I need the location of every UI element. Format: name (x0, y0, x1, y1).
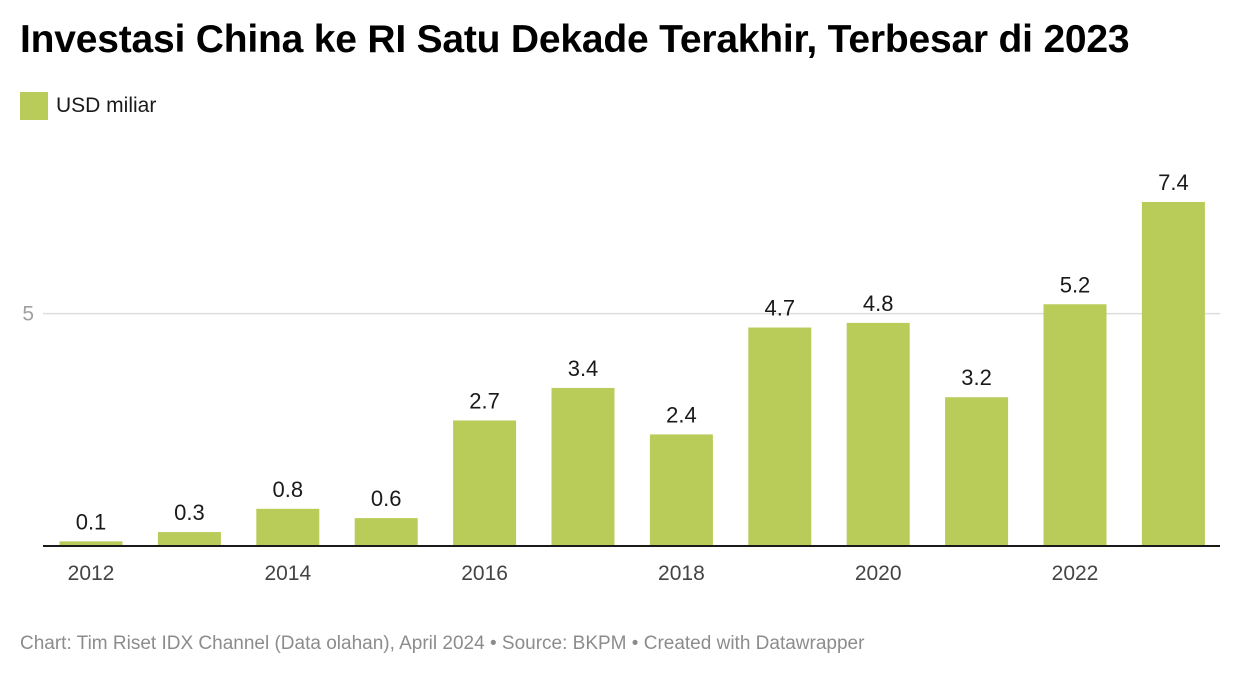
data-label: 7.4 (1158, 170, 1189, 195)
footer-separator: • (489, 633, 497, 654)
chart-title: Investasi China ke RI Satu Dekade Terakh… (20, 18, 1130, 61)
x-tick-label: 2012 (68, 562, 115, 585)
footer-tool: Created with Datawrapper (643, 633, 865, 654)
data-label: 2.7 (469, 388, 500, 413)
legend: USD miliar (20, 92, 156, 120)
bar (945, 397, 1009, 546)
data-label: 2.4 (666, 402, 697, 427)
data-label: 4.8 (863, 291, 894, 316)
data-label: 4.7 (765, 296, 796, 321)
bar (59, 541, 123, 546)
data-label: 0.3 (174, 500, 205, 525)
bar (157, 532, 221, 546)
bar (453, 420, 517, 546)
bar (256, 508, 320, 546)
data-label: 3.4 (568, 356, 599, 381)
x-tick-label: 2016 (461, 562, 508, 585)
bar-chart: 5 0.1 2012 0.3 0.8 2014 0.6 2.7 2016 3.4 2.4 2018 4.… (22, 170, 1220, 585)
legend-swatch (20, 92, 48, 120)
bar (649, 434, 713, 546)
x-tick-label: 2020 (855, 562, 902, 585)
data-label: 5.2 (1060, 272, 1091, 297)
x-tick-label: 2022 (1052, 562, 1099, 585)
data-label: 3.2 (961, 365, 992, 390)
bar (748, 327, 812, 546)
legend-label: USD miliar (56, 94, 157, 117)
bar (551, 387, 615, 546)
x-tick-label: 2014 (264, 562, 311, 585)
data-label: 0.6 (371, 486, 402, 511)
bar (354, 518, 418, 546)
footer-source: Source: BKPM (501, 633, 627, 654)
footer-separator: • (631, 633, 639, 654)
bar (1043, 304, 1107, 546)
chart-footer: Chart: Tim Riset IDX Channel (Data olaha… (20, 633, 864, 655)
bar (846, 322, 910, 546)
footer-credit: Chart: Tim Riset IDX Channel (Data olaha… (20, 633, 485, 654)
x-tick-label: 2018 (658, 562, 705, 585)
data-label: 0.8 (273, 477, 304, 502)
data-label: 0.1 (76, 509, 107, 534)
bar (1141, 202, 1205, 546)
y-tick-label: 5 (22, 303, 34, 326)
